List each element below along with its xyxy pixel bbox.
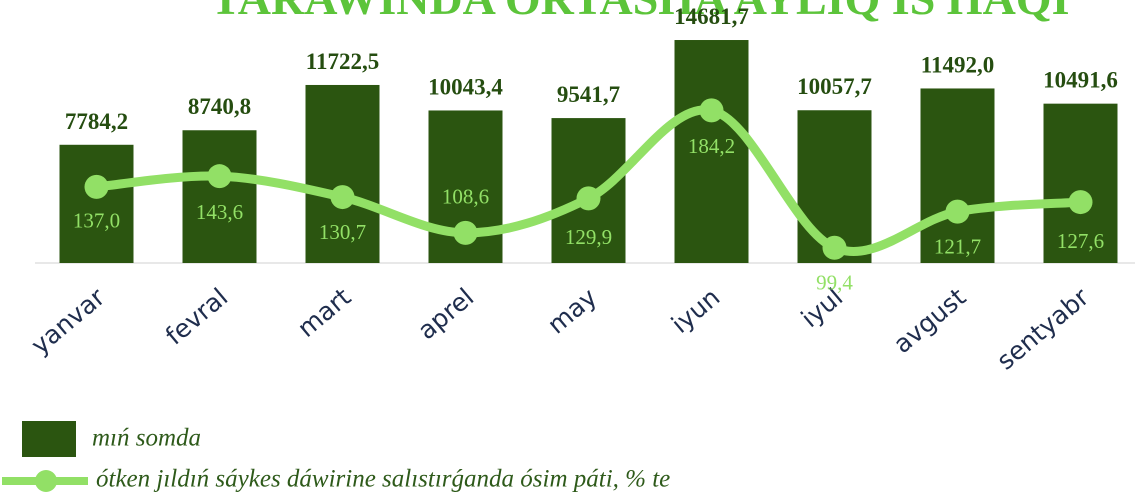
bar-label: 9541,7 xyxy=(557,82,620,107)
x-tick-label: sentyabr xyxy=(991,282,1095,376)
x-tick-label: aprel xyxy=(412,282,479,345)
line-label: 129,9 xyxy=(565,225,612,249)
line-label: 130,7 xyxy=(319,220,366,244)
x-tick-label: iyun xyxy=(666,282,726,339)
bar-label: 10057,7 xyxy=(797,74,872,99)
bar xyxy=(182,130,257,263)
line-marker xyxy=(84,174,109,199)
bar-label: 8740,8 xyxy=(188,94,251,119)
bar xyxy=(59,144,134,263)
x-tick-label: yanvar xyxy=(26,282,111,360)
line-label: 184,2 xyxy=(688,134,735,158)
bar xyxy=(305,84,380,263)
line-label: 108,6 xyxy=(442,185,489,209)
bar-label: 7784,2 xyxy=(65,109,128,134)
x-tick-label: fevral xyxy=(160,282,233,350)
bar xyxy=(674,40,749,263)
line-label: 121,7 xyxy=(934,234,981,258)
bar-label: 14681,7 xyxy=(674,4,749,29)
x-tick-label: may xyxy=(542,282,603,339)
line-marker xyxy=(576,186,601,211)
bar-label: 11722,5 xyxy=(306,49,379,74)
legend-label: mıń somda xyxy=(92,425,201,452)
x-tick-label: avgust xyxy=(888,282,972,359)
line-label: 127,6 xyxy=(1057,229,1104,253)
line-marker xyxy=(1068,190,1093,215)
bar-label: 10491,6 xyxy=(1043,68,1118,93)
bar xyxy=(920,88,995,264)
legend-label: ótken jıldıń sáykes dáwirine salıstırǵan… xyxy=(96,466,670,492)
bar-label: 11492,0 xyxy=(921,52,994,77)
bar-label: 10043,4 xyxy=(428,74,503,99)
line-label: 99,4 xyxy=(816,271,853,295)
line-marker xyxy=(330,185,355,210)
line-label: 137,0 xyxy=(73,209,120,233)
line-marker xyxy=(699,98,724,123)
legend-marker xyxy=(35,470,57,492)
line xyxy=(92,105,1085,256)
chart-title: TARAWINDA ORTASHA AYLIQ IS HAQI xyxy=(211,0,1070,24)
line-marker xyxy=(945,199,970,224)
line-marker xyxy=(207,164,232,189)
legend-swatch xyxy=(22,421,76,457)
x-tick-label: mart xyxy=(292,282,357,343)
line-marker xyxy=(453,220,478,245)
line-marker xyxy=(822,235,847,260)
line-label: 143,6 xyxy=(196,200,243,224)
bar xyxy=(1043,103,1118,263)
